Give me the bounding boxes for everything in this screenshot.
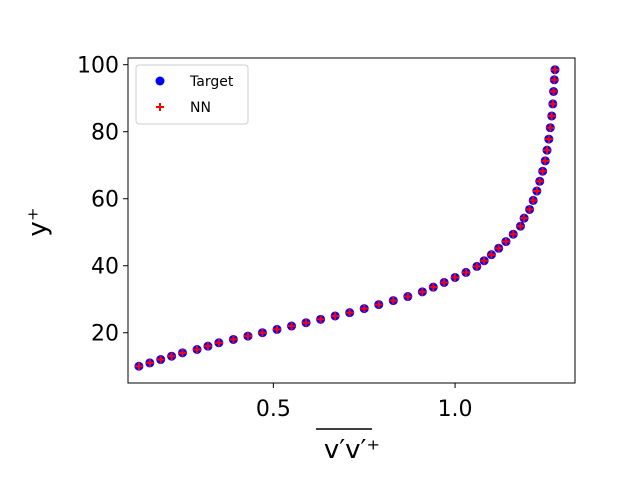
nn-point-1 — [145, 358, 154, 367]
nn-point-45 — [549, 87, 558, 96]
nn-point-41 — [544, 135, 553, 144]
y-tick-label-1: 40 — [91, 255, 119, 280]
nn-point-19 — [389, 296, 398, 305]
nn-point-8 — [229, 335, 238, 344]
nn-point-6 — [203, 342, 212, 351]
nn-point-29 — [494, 244, 503, 253]
nn-point-23 — [440, 278, 449, 287]
nn-point-0 — [134, 362, 143, 371]
plot-area-frame — [127, 57, 576, 384]
y-axis-label: y⁺ — [23, 207, 53, 236]
x-tick-label-1: 1.0 — [438, 397, 473, 422]
nn-point-11 — [273, 325, 281, 334]
nn-point-34 — [525, 205, 534, 214]
x-tick-label-0: 0.5 — [256, 397, 291, 422]
x-axis-label: v′v′⁺ — [324, 435, 380, 465]
nn-point-15 — [331, 311, 340, 320]
nn-point-12 — [287, 322, 296, 331]
nn-point-28 — [487, 250, 496, 259]
nn-point-27 — [480, 256, 489, 265]
legend-label-nn: NN — [190, 100, 211, 116]
nn-point-40 — [543, 146, 552, 155]
nn-point-26 — [472, 262, 481, 271]
nn-point-13 — [302, 318, 311, 327]
nn-point-25 — [461, 268, 470, 277]
nn-point-3 — [167, 352, 176, 361]
nn-point-35 — [529, 196, 538, 205]
nn-point-31 — [509, 230, 518, 239]
nn-point-21 — [418, 287, 427, 296]
nn-point-7 — [214, 338, 223, 347]
nn-point-5 — [193, 345, 202, 354]
nn-point-16 — [345, 308, 354, 317]
nn-point-42 — [546, 123, 555, 132]
legend-marker-nn-plus — [156, 103, 164, 111]
nn-point-22 — [429, 283, 438, 292]
nn-point-9 — [243, 332, 252, 341]
y-tick-label-4: 100 — [77, 54, 119, 79]
nn-point-33 — [520, 214, 529, 223]
nn-point-4 — [178, 348, 187, 357]
legend-label-target: Target — [189, 74, 234, 90]
nn-point-20 — [403, 292, 412, 301]
nn-point-17 — [360, 304, 369, 313]
y-tick-label-2: 60 — [91, 188, 119, 213]
nn-point-18 — [374, 300, 383, 309]
nn-point-14 — [316, 315, 325, 324]
axis-ticks: 0.5 1.0 20 40 60 80 100 — [77, 54, 473, 422]
nn-point-24 — [451, 273, 460, 282]
nn-point-30 — [501, 237, 510, 246]
nn-point-10 — [258, 328, 267, 337]
nn-point-44 — [548, 99, 557, 108]
legend-marker-target — [155, 76, 165, 86]
nn-point-47 — [551, 65, 560, 74]
nn-point-46 — [550, 75, 559, 84]
nn-point-37 — [535, 177, 544, 186]
y-tick-label-3: 80 — [91, 121, 119, 146]
nn-point-38 — [538, 167, 547, 176]
data-points — [134, 65, 560, 371]
legend: Target NN — [135, 64, 249, 125]
nn-point-39 — [541, 156, 550, 165]
nn-point-36 — [532, 187, 541, 196]
nn-point-2 — [156, 355, 165, 364]
y-tick-label-0: 20 — [91, 322, 119, 347]
nn-point-32 — [516, 222, 525, 231]
nn-point-43 — [547, 111, 556, 120]
legend-marker-nn — [156, 103, 164, 111]
